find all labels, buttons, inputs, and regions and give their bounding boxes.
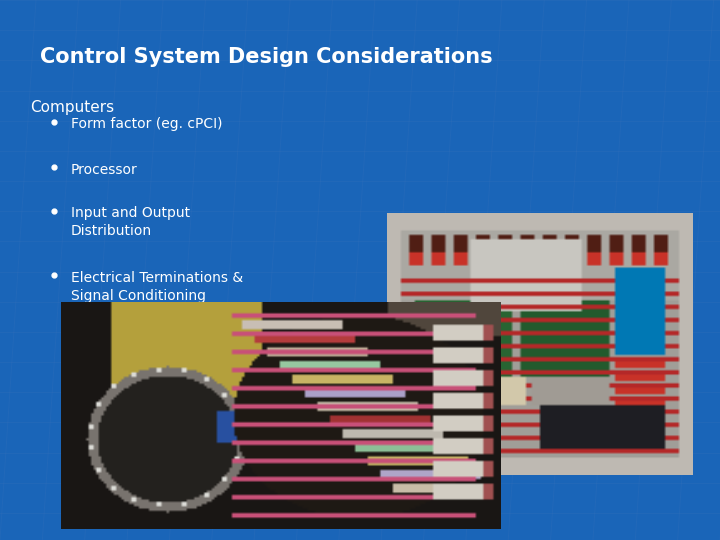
- Text: Input and Output
Distribution: Input and Output Distribution: [71, 206, 189, 238]
- Text: Computers: Computers: [30, 100, 114, 115]
- Text: Electrical Terminations &
Signal Conditioning: Electrical Terminations & Signal Conditi…: [71, 271, 243, 303]
- Text: Control System Design Considerations: Control System Design Considerations: [40, 46, 492, 67]
- Text: Form factor (eg. cPCI): Form factor (eg. cPCI): [71, 117, 222, 131]
- Text: Processor: Processor: [71, 163, 138, 177]
